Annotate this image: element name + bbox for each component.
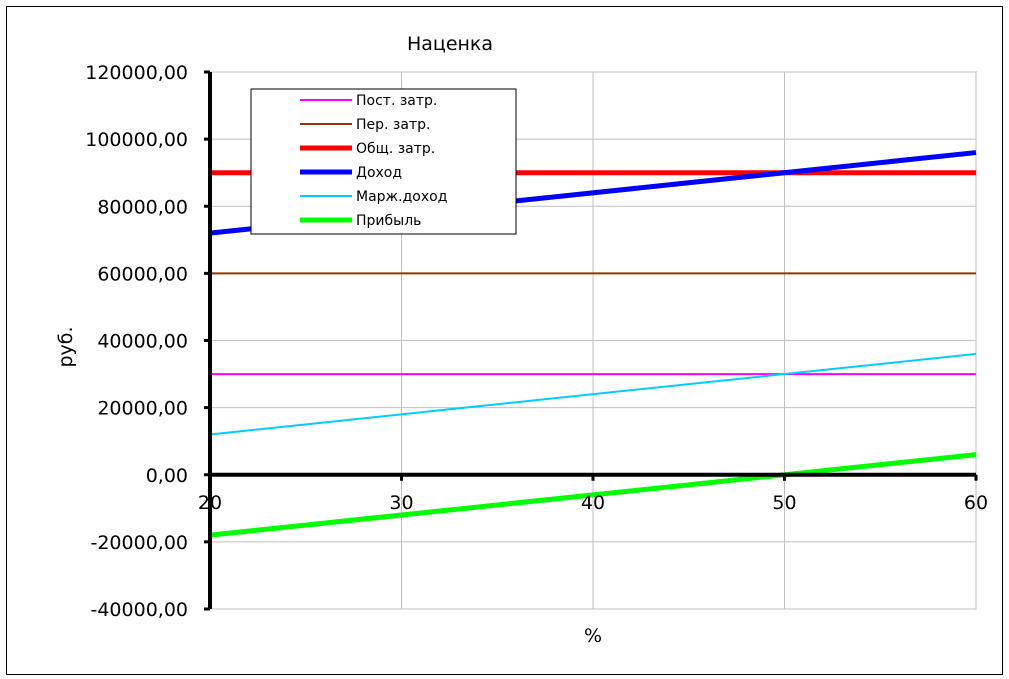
y-tick-label: 120000,00 — [85, 62, 188, 84]
y-tick-label: 100000,00 — [85, 129, 188, 151]
tick-labels: -40000,00 -20000,00 0,00 20000,00 40000,00 60… — [85, 62, 988, 621]
axes — [204, 70, 978, 611]
series-line-5 — [209, 352, 977, 436]
legend-label: Пост. затр. — [356, 93, 437, 109]
y-tick-label: 40000,00 — [97, 331, 188, 353]
y-tick-label: 0,00 — [146, 465, 188, 487]
y-tick-label: 60000,00 — [97, 263, 188, 285]
legend-label: Общ. затр. — [356, 141, 435, 157]
legend-label: Доход — [356, 165, 402, 181]
x-tick-label: 40 — [581, 492, 605, 514]
y-tick-label: -20000,00 — [90, 532, 188, 554]
x-tick-label: 20 — [198, 492, 222, 514]
chart-title: Наценка — [407, 33, 493, 55]
y-axis-label: руб. — [55, 326, 77, 367]
legend-label: Марж.доход — [356, 189, 447, 205]
x-tick-label: 30 — [389, 492, 413, 514]
legend-label: Прибыль — [356, 213, 421, 229]
y-tick-label: 20000,00 — [97, 398, 188, 420]
series-line-6 — [209, 452, 977, 538]
legend-label: Пер. затр. — [356, 117, 430, 133]
y-tick-label: 80000,00 — [97, 196, 188, 218]
y-tick-label: -40000,00 — [90, 599, 188, 621]
legend: Пост. затр. Пер. затр. Общ. затр. Доход Марж… — [250, 88, 517, 235]
x-tick-label: 50 — [772, 492, 796, 514]
x-tick-label: 60 — [964, 492, 988, 514]
legend-box — [250, 88, 517, 235]
x-axis-label: % — [584, 625, 602, 647]
